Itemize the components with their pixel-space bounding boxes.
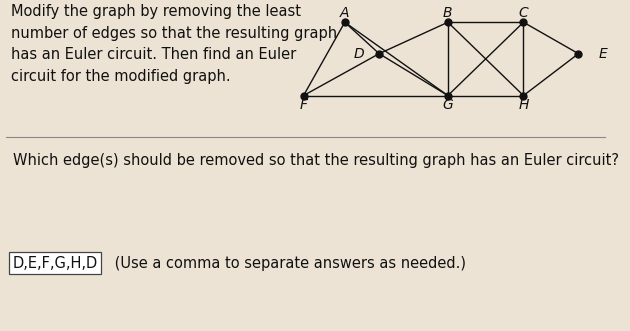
Text: Modify the graph by removing the least
number of edges so that the resulting gra: Modify the graph by removing the least n…: [11, 4, 337, 84]
Text: A: A: [340, 6, 350, 20]
Text: G: G: [442, 98, 453, 112]
Text: Which edge(s) should be removed so that the resulting graph has an Euler circuit: Which edge(s) should be removed so that …: [13, 153, 619, 168]
Text: D,E,F,G,H,D: D,E,F,G,H,D: [13, 256, 98, 271]
Text: H: H: [518, 98, 529, 112]
Text: E: E: [598, 47, 607, 61]
Text: F: F: [299, 98, 307, 112]
Text: C: C: [518, 6, 529, 20]
Text: (Use a comma to separate answers as needed.): (Use a comma to separate answers as need…: [110, 256, 466, 271]
Text: D: D: [353, 47, 364, 61]
Text: B: B: [443, 6, 452, 20]
